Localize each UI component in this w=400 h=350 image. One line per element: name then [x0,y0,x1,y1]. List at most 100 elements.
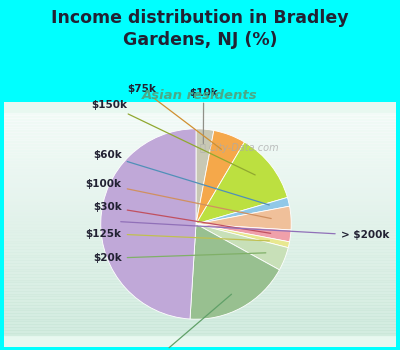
Bar [4,157,396,160]
Bar [4,118,396,121]
Bar [4,224,396,227]
Bar [4,230,396,232]
Bar [4,194,396,196]
Bar [4,171,396,174]
Text: $10k: $10k [189,88,218,144]
Wedge shape [196,224,290,248]
Bar [4,324,396,327]
Bar [4,149,396,152]
Bar [4,191,396,194]
Bar [4,238,396,241]
Bar [4,263,396,266]
Bar [4,113,396,116]
Bar [4,132,396,135]
Bar [4,332,396,335]
Bar [4,282,396,285]
Bar [4,294,396,296]
Bar [4,241,396,244]
Bar [4,249,396,252]
Bar [4,288,396,291]
Bar [4,130,396,132]
Bar [4,252,396,255]
Bar [4,302,396,305]
Wedge shape [101,129,196,319]
Text: $60k: $60k [93,150,269,205]
Bar [4,210,396,213]
Text: ⓘ City-Data.com: ⓘ City-Data.com [200,143,278,153]
Bar [4,188,396,191]
Text: Asian residents: Asian residents [142,89,258,102]
Bar [4,271,396,274]
Bar [4,330,396,332]
Bar [4,313,396,316]
Wedge shape [196,142,288,224]
Bar [4,327,396,330]
Bar [4,255,396,257]
Bar [4,244,396,246]
Bar [4,138,396,140]
Bar [4,180,396,182]
Wedge shape [196,224,288,270]
Bar [4,218,396,221]
Bar [4,135,396,138]
Bar [4,127,396,130]
Text: $30k: $30k [93,202,271,233]
Bar [4,213,396,216]
Bar [4,285,396,288]
Text: $75k: $75k [127,84,221,149]
Bar [4,227,396,230]
Bar [4,196,396,199]
Bar [4,321,396,324]
Wedge shape [196,206,291,230]
Bar [4,232,396,235]
Bar [4,277,396,280]
Bar [4,260,396,263]
Bar [4,291,396,294]
Bar [4,140,396,143]
Bar [4,152,396,154]
Bar [4,204,396,207]
Text: Income distribution in Bradley
Gardens, NJ (%): Income distribution in Bradley Gardens, … [51,9,349,49]
Bar [4,207,396,210]
Bar [4,177,396,180]
Bar [4,274,396,277]
Bar [4,124,396,127]
Wedge shape [196,197,290,224]
Wedge shape [190,224,280,319]
Bar [4,299,396,302]
Bar [4,199,396,202]
Bar [4,182,396,185]
Bar [4,235,396,238]
Bar [4,257,396,260]
Text: > $200k: > $200k [121,222,389,240]
Bar [4,146,396,149]
Bar [4,221,396,224]
Bar [4,174,396,177]
Wedge shape [196,129,214,224]
Text: $100k: $100k [86,179,271,218]
Bar [4,116,396,118]
Bar [4,310,396,313]
Bar [4,143,396,146]
Bar [4,296,396,299]
Wedge shape [196,131,244,224]
Bar [4,168,396,171]
Bar [4,246,396,249]
Bar [4,154,396,157]
Text: $200k: $200k [140,294,232,350]
Wedge shape [196,224,291,242]
Bar [4,160,396,163]
Text: $125k: $125k [86,229,270,241]
Text: $20k: $20k [93,253,266,263]
Bar [4,202,396,204]
Text: $150k: $150k [92,100,255,175]
Bar [4,163,396,166]
Bar [4,185,396,188]
Bar [4,316,396,318]
Bar [4,280,396,282]
Bar [4,216,396,218]
Bar [4,308,396,310]
Bar [4,266,396,268]
Bar [4,166,396,168]
Bar [4,318,396,321]
